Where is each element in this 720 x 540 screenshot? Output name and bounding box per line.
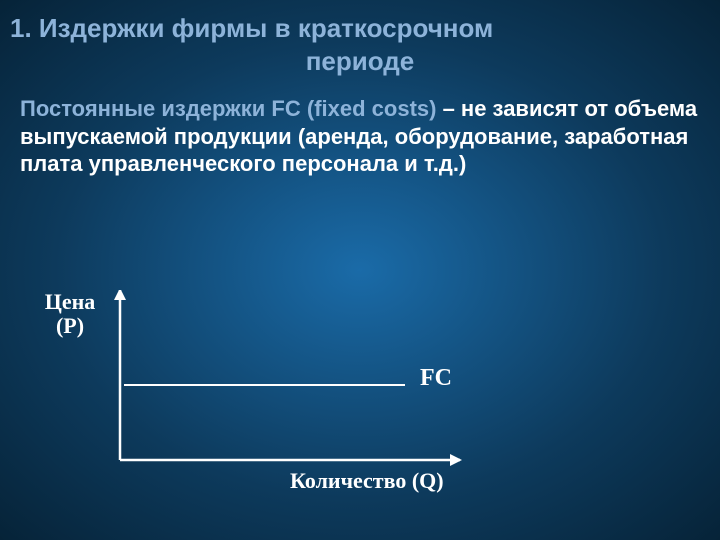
body-accent-text: Постоянные издержки FC (fixed costs) (20, 96, 436, 121)
chart-svg (110, 290, 470, 490)
y-label-line1: Цена (45, 289, 96, 314)
y-label-line2: (P) (56, 313, 84, 338)
x-axis-arrow-icon (450, 454, 462, 466)
fc-line-label: FC (420, 365, 452, 392)
fc-chart: Цена (P) FC Количество (Q) (110, 290, 530, 480)
title-line-2: периоде (10, 45, 710, 78)
y-axis-label: Цена (P) (35, 290, 105, 338)
title-line-1: 1. Издержки фирмы в краткосрочном (10, 12, 710, 45)
x-axis-label: Количество (Q) (290, 468, 444, 494)
y-axis-arrow-icon (114, 290, 126, 300)
body-paragraph: Постоянные издержки FC (fixed costs) – н… (0, 85, 720, 178)
slide-title: 1. Издержки фирмы в краткосрочном период… (0, 0, 720, 85)
